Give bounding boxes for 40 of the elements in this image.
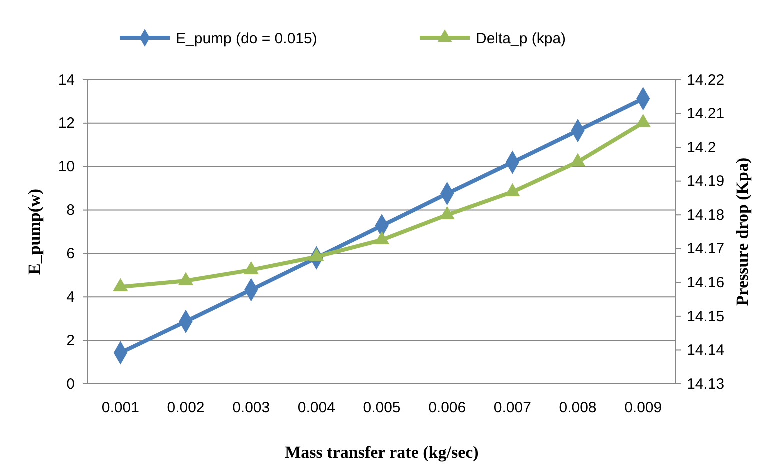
y2-tick-label: 14.19 [687, 173, 725, 190]
point [113, 278, 128, 292]
y2-tick-label: 14.15 [687, 308, 725, 326]
x-tick-label: 0.007 [494, 400, 532, 417]
point [440, 206, 455, 220]
x-tick-label: 0.004 [298, 400, 336, 417]
y2-tick-label: 14.18 [687, 206, 725, 224]
y2-axis-title: Pressure drop (Kpa) [733, 158, 752, 306]
y2-tick-label: 14.14 [687, 342, 725, 360]
x-tick-label: 0.003 [232, 400, 270, 417]
x-tick-label: 0.001 [102, 400, 140, 417]
x-tick-label: 0.002 [167, 400, 205, 417]
legend-label: E_pump (do = 0.015) [176, 30, 318, 48]
x-tick-label: 0.005 [363, 400, 401, 417]
y2-tick-label: 14.17 [687, 240, 725, 258]
point [636, 114, 651, 128]
point [374, 231, 390, 244]
y-tick-label: 10 [58, 158, 75, 176]
y-tick-label: 0 [66, 376, 75, 393]
y-tick-label: 2 [66, 332, 75, 350]
point [178, 272, 194, 286]
y2-tick-label: 14.2 [687, 139, 716, 156]
legend-label: Delta_p (kpa) [476, 30, 566, 48]
y2-tick-label: 14.16 [687, 274, 725, 292]
y-axis-title: E_pump(w) [25, 189, 44, 275]
x-axis-title: Mass transfer rate (kg/sec) [285, 443, 479, 462]
y-tick-label: 4 [66, 288, 75, 306]
x-tick-label: 0.009 [624, 400, 662, 417]
y2-tick-label: 14.13 [687, 376, 725, 393]
point [505, 183, 520, 197]
y2-tick-label: 14.22 [687, 72, 725, 89]
y2-tick-label: 14.21 [687, 106, 725, 123]
y-tick-label: 6 [66, 246, 75, 263]
point [244, 261, 259, 275]
point [309, 248, 324, 262]
y-tick-label: 8 [66, 202, 75, 220]
x-tick-label: 0.008 [559, 400, 597, 417]
x-tick-label: 0.006 [428, 400, 466, 417]
y-tick-label: 12 [58, 115, 75, 132]
y-tick-label: 14 [58, 72, 75, 89]
